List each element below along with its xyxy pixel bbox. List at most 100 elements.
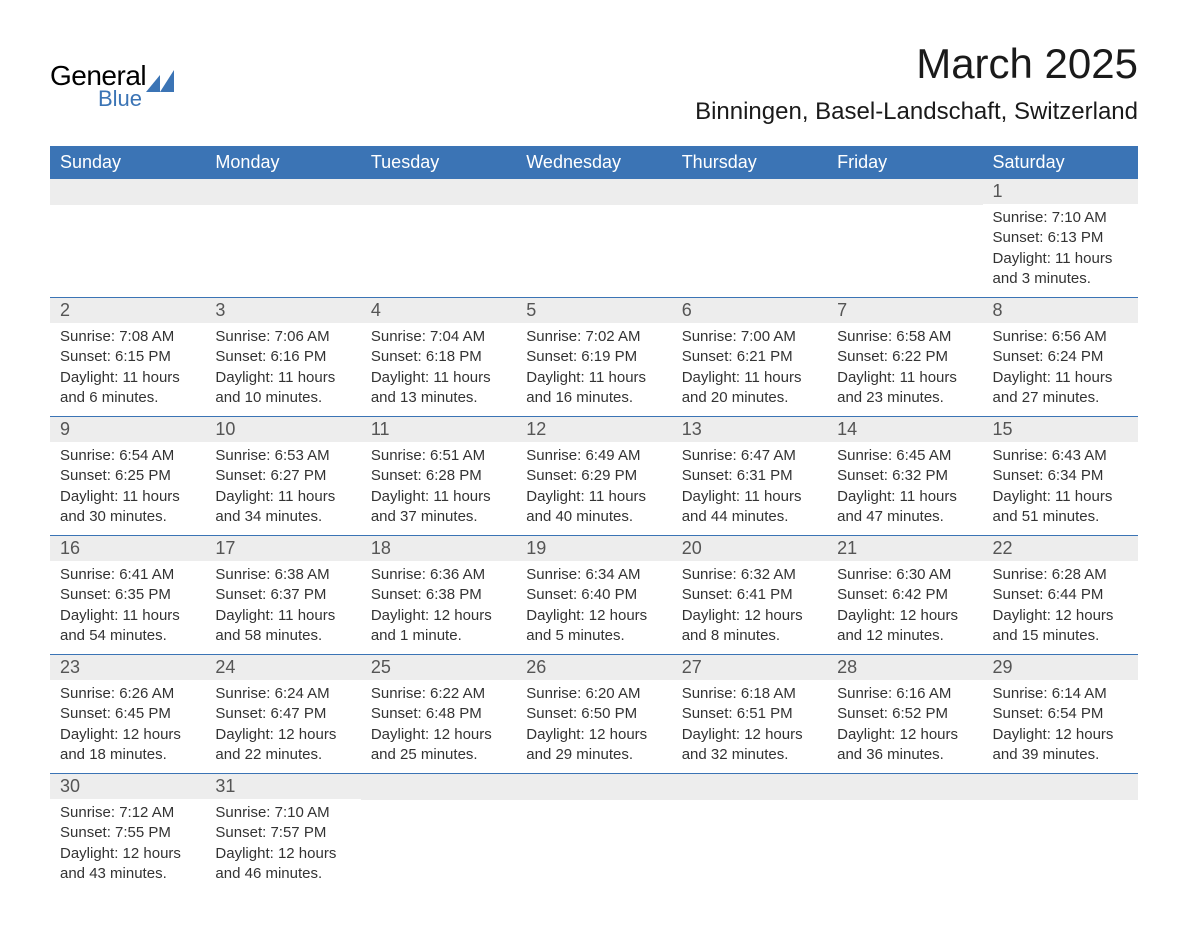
sunset-text: Sunset: 6:54 PM xyxy=(993,704,1128,724)
day-content-empty xyxy=(361,205,516,265)
day-cell xyxy=(361,774,516,893)
sunrise-text: Sunrise: 6:16 AM xyxy=(837,684,972,704)
sunset-text: Sunset: 6:22 PM xyxy=(837,347,972,367)
day-number: 29 xyxy=(983,655,1138,680)
day-content: Sunrise: 6:58 AMSunset: 6:22 PMDaylight:… xyxy=(827,323,982,416)
sunset-text: Sunset: 6:32 PM xyxy=(837,466,972,486)
day-content: Sunrise: 7:08 AMSunset: 6:15 PMDaylight:… xyxy=(50,323,205,416)
day-cell xyxy=(672,774,827,893)
day-content: Sunrise: 6:26 AMSunset: 6:45 PMDaylight:… xyxy=(50,680,205,773)
daylight-text-2: and 54 minutes. xyxy=(60,626,195,646)
day-content: Sunrise: 6:22 AMSunset: 6:48 PMDaylight:… xyxy=(361,680,516,773)
daylight-text-2: and 58 minutes. xyxy=(215,626,350,646)
day-cell xyxy=(361,179,516,298)
day-cell: 30Sunrise: 7:12 AMSunset: 7:55 PMDayligh… xyxy=(50,774,205,893)
day-header-saturday: Saturday xyxy=(983,146,1138,179)
sunset-text: Sunset: 6:45 PM xyxy=(60,704,195,724)
day-number: 1 xyxy=(983,179,1138,204)
day-content: Sunrise: 7:10 AMSunset: 7:57 PMDaylight:… xyxy=(205,799,360,892)
day-content-empty xyxy=(361,800,516,860)
daylight-text-2: and 12 minutes. xyxy=(837,626,972,646)
day-cell: 26Sunrise: 6:20 AMSunset: 6:50 PMDayligh… xyxy=(516,655,671,774)
day-content: Sunrise: 6:14 AMSunset: 6:54 PMDaylight:… xyxy=(983,680,1138,773)
daylight-text-2: and 22 minutes. xyxy=(215,745,350,765)
day-number: 3 xyxy=(205,298,360,323)
daylight-text-1: Daylight: 11 hours xyxy=(60,606,195,626)
sunset-text: Sunset: 6:28 PM xyxy=(371,466,506,486)
day-number: 21 xyxy=(827,536,982,561)
day-content-empty xyxy=(205,205,360,265)
header: General Blue March 2025 Binningen, Basel… xyxy=(50,40,1138,126)
sunset-text: Sunset: 6:19 PM xyxy=(526,347,661,367)
daylight-text-1: Daylight: 12 hours xyxy=(993,606,1128,626)
sunrise-text: Sunrise: 6:58 AM xyxy=(837,327,972,347)
day-cell: 1Sunrise: 7:10 AMSunset: 6:13 PMDaylight… xyxy=(983,179,1138,298)
day-number: 2 xyxy=(50,298,205,323)
daylight-text-2: and 37 minutes. xyxy=(371,507,506,527)
day-header-friday: Friday xyxy=(827,146,982,179)
day-cell: 4Sunrise: 7:04 AMSunset: 6:18 PMDaylight… xyxy=(361,298,516,417)
daylight-text-1: Daylight: 11 hours xyxy=(215,368,350,388)
day-content: Sunrise: 6:36 AMSunset: 6:38 PMDaylight:… xyxy=(361,561,516,654)
daylight-text-1: Daylight: 11 hours xyxy=(371,368,506,388)
day-cell: 8Sunrise: 6:56 AMSunset: 6:24 PMDaylight… xyxy=(983,298,1138,417)
sunrise-text: Sunrise: 7:06 AM xyxy=(215,327,350,347)
day-content-empty xyxy=(516,800,671,860)
day-number: 28 xyxy=(827,655,982,680)
day-number: 30 xyxy=(50,774,205,799)
day-header-tuesday: Tuesday xyxy=(361,146,516,179)
day-number: 25 xyxy=(361,655,516,680)
day-cell xyxy=(50,179,205,298)
day-content-empty xyxy=(983,800,1138,860)
daylight-text-1: Daylight: 12 hours xyxy=(837,725,972,745)
day-content-empty xyxy=(827,800,982,860)
daylight-text-2: and 15 minutes. xyxy=(993,626,1128,646)
sunset-text: Sunset: 6:21 PM xyxy=(682,347,817,367)
sunrise-text: Sunrise: 6:36 AM xyxy=(371,565,506,585)
day-content: Sunrise: 6:41 AMSunset: 6:35 PMDaylight:… xyxy=(50,561,205,654)
day-number: 27 xyxy=(672,655,827,680)
daylight-text-1: Daylight: 11 hours xyxy=(371,487,506,507)
daylight-text-1: Daylight: 11 hours xyxy=(215,487,350,507)
daylight-text-1: Daylight: 12 hours xyxy=(526,725,661,745)
daylight-text-2: and 47 minutes. xyxy=(837,507,972,527)
day-cell: 29Sunrise: 6:14 AMSunset: 6:54 PMDayligh… xyxy=(983,655,1138,774)
daylight-text-2: and 46 minutes. xyxy=(215,864,350,884)
sunrise-text: Sunrise: 6:14 AM xyxy=(993,684,1128,704)
day-cell: 17Sunrise: 6:38 AMSunset: 6:37 PMDayligh… xyxy=(205,536,360,655)
day-cell: 28Sunrise: 6:16 AMSunset: 6:52 PMDayligh… xyxy=(827,655,982,774)
day-number: 16 xyxy=(50,536,205,561)
sunset-text: Sunset: 6:42 PM xyxy=(837,585,972,605)
day-number: 10 xyxy=(205,417,360,442)
day-number: 20 xyxy=(672,536,827,561)
calendar-week-row: 2Sunrise: 7:08 AMSunset: 6:15 PMDaylight… xyxy=(50,298,1138,417)
day-cell: 23Sunrise: 6:26 AMSunset: 6:45 PMDayligh… xyxy=(50,655,205,774)
title-group: March 2025 Binningen, Basel-Landschaft, … xyxy=(695,40,1138,126)
day-number: 12 xyxy=(516,417,671,442)
day-cell: 25Sunrise: 6:22 AMSunset: 6:48 PMDayligh… xyxy=(361,655,516,774)
day-cell: 12Sunrise: 6:49 AMSunset: 6:29 PMDayligh… xyxy=(516,417,671,536)
daylight-text-2: and 23 minutes. xyxy=(837,388,972,408)
day-number: 15 xyxy=(983,417,1138,442)
daylight-text-1: Daylight: 12 hours xyxy=(60,725,195,745)
calendar-week-row: 23Sunrise: 6:26 AMSunset: 6:45 PMDayligh… xyxy=(50,655,1138,774)
day-number-empty xyxy=(827,774,982,800)
calendar-week-row: 16Sunrise: 6:41 AMSunset: 6:35 PMDayligh… xyxy=(50,536,1138,655)
sunrise-text: Sunrise: 6:32 AM xyxy=(682,565,817,585)
daylight-text-2: and 32 minutes. xyxy=(682,745,817,765)
daylight-text-1: Daylight: 11 hours xyxy=(682,487,817,507)
day-cell: 24Sunrise: 6:24 AMSunset: 6:47 PMDayligh… xyxy=(205,655,360,774)
day-number-empty xyxy=(516,774,671,800)
day-number-empty xyxy=(205,179,360,205)
day-number: 13 xyxy=(672,417,827,442)
sunset-text: Sunset: 6:38 PM xyxy=(371,585,506,605)
day-cell: 15Sunrise: 6:43 AMSunset: 6:34 PMDayligh… xyxy=(983,417,1138,536)
day-content: Sunrise: 7:06 AMSunset: 6:16 PMDaylight:… xyxy=(205,323,360,416)
daylight-text-2: and 40 minutes. xyxy=(526,507,661,527)
day-content-empty xyxy=(50,205,205,265)
day-header-sunday: Sunday xyxy=(50,146,205,179)
sunset-text: Sunset: 6:15 PM xyxy=(60,347,195,367)
sunrise-text: Sunrise: 7:00 AM xyxy=(682,327,817,347)
logo-text-group: General Blue xyxy=(50,60,146,112)
day-header-wednesday: Wednesday xyxy=(516,146,671,179)
